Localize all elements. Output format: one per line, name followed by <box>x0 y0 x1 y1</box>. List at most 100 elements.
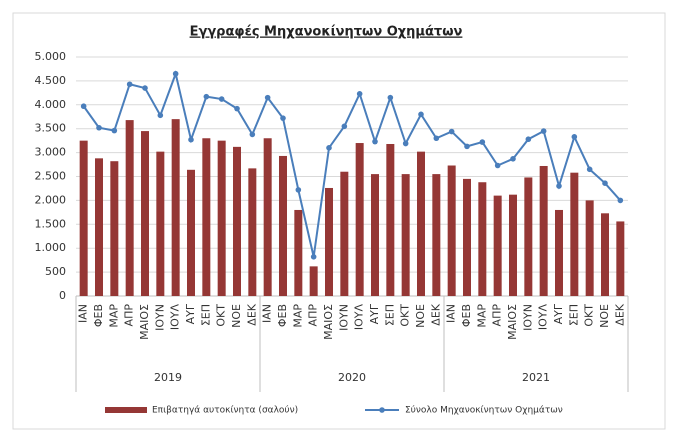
line-marker <box>234 105 240 112</box>
line-marker <box>188 136 194 143</box>
legend-label: Επιβατηγά αυτοκίνητα (σαλούν) <box>152 405 298 416</box>
line-marker <box>402 140 409 147</box>
legend-marker <box>379 407 385 413</box>
x-tick-label: ΔΕΚ <box>429 303 442 325</box>
bar <box>340 171 349 296</box>
line-marker <box>448 128 455 135</box>
y-tick-label: 4.500 <box>35 74 67 87</box>
y-tick-label: 5.000 <box>35 50 67 63</box>
bar <box>325 187 333 296</box>
bar <box>493 195 502 296</box>
x-tick-label: ΜΑΙΟΣ <box>322 304 335 340</box>
bar <box>447 165 456 296</box>
line-marker <box>249 131 256 138</box>
line-marker <box>602 180 608 186</box>
bar <box>141 131 149 296</box>
x-tick-label: ΜΑΡ <box>291 304 304 328</box>
bar <box>386 143 395 296</box>
bar <box>294 209 303 296</box>
x-tick-label: ΣΕΠ <box>199 304 212 326</box>
bar <box>401 174 410 296</box>
bar <box>539 165 548 296</box>
y-tick-label: 3.500 <box>35 122 67 135</box>
line-marker <box>326 145 332 151</box>
x-tick-label: ΦΕΒ <box>276 304 289 327</box>
y-tick-label: 3.000 <box>35 146 67 159</box>
line-marker <box>418 111 424 118</box>
bar <box>125 120 134 296</box>
bar <box>171 119 180 296</box>
x-tick-label: ΟΚΤ <box>399 304 412 327</box>
bar <box>524 177 533 296</box>
line <box>82 70 622 258</box>
x-tick-label: ΙΟΥΛ <box>169 304 182 331</box>
bar <box>202 138 211 296</box>
line-marker <box>157 112 164 119</box>
bar <box>432 174 441 296</box>
line-marker <box>571 134 578 140</box>
bar <box>616 221 625 296</box>
x-tick-label: ΜΑΙΟΣ <box>138 304 151 340</box>
x-tick-label: ΜΑΡ <box>475 304 488 328</box>
line-marker <box>494 162 501 169</box>
y-tick-label: 1.000 <box>35 241 67 254</box>
line-marker <box>525 136 532 143</box>
line-marker <box>356 91 363 97</box>
x-tick-label: ΑΥΓ <box>184 303 197 324</box>
group-label: 2020 <box>338 371 366 384</box>
line-marker <box>617 197 624 204</box>
x-tick-label: ΑΠΡ <box>307 304 320 327</box>
line-marker <box>387 94 394 101</box>
line-marker <box>142 85 148 91</box>
bar <box>248 168 257 296</box>
legend-swatch <box>105 407 147 413</box>
x-tick-label: ΑΥΓ <box>552 303 565 324</box>
x-tick-label: ΜΑΡ <box>107 304 120 328</box>
y-tick-label: 2.000 <box>35 193 67 206</box>
bar <box>463 178 471 296</box>
line-marker <box>295 187 302 193</box>
legend-label: Σύνολο Μηχανοκίνητων Οχημάτων <box>405 405 563 416</box>
x-tick-label: ΙΟΥΛ <box>353 304 366 331</box>
y-tick-label: 0 <box>59 289 66 302</box>
x-tick-label: ΑΠΡ <box>491 304 504 327</box>
bar <box>279 155 287 296</box>
line-marker <box>264 94 271 101</box>
x-tick-label: ΣΕΠ <box>383 304 396 326</box>
x-tick-label: ΟΚΤ <box>583 304 596 327</box>
line-marker <box>310 254 317 260</box>
bar <box>110 161 119 296</box>
bar <box>601 213 609 296</box>
x-tick-label: ΙΟΥΝ <box>337 304 350 331</box>
line-marker <box>510 156 516 162</box>
x-tick-label: ΝΟΕ <box>230 304 243 328</box>
line-marker <box>540 128 547 134</box>
bar <box>79 140 88 296</box>
bar <box>217 140 226 296</box>
line-marker <box>80 103 87 110</box>
x-tick-label: ΙΟΥΝ <box>521 304 534 331</box>
line-marker <box>96 124 102 131</box>
x-tick-label: ΜΑΙΟΣ <box>506 304 519 340</box>
x-tick-label: ΝΟΕ <box>414 304 427 328</box>
y-tick-label: 2.500 <box>35 170 67 183</box>
x-tick-label: ΙΑΝ <box>445 304 458 323</box>
bar <box>570 172 579 296</box>
x-tick-label: ΦΕΒ <box>92 304 105 327</box>
line-marker <box>556 183 562 189</box>
bar <box>355 143 364 296</box>
line-marker <box>341 123 348 130</box>
x-tick-label: ΑΠΡ <box>123 304 136 327</box>
line-marker <box>479 139 486 145</box>
bar <box>156 151 165 296</box>
line-marker <box>372 138 378 145</box>
x-tick-label: ΔΕΚ <box>613 303 626 325</box>
group-label: 2019 <box>154 371 182 384</box>
bar <box>371 174 379 296</box>
line-marker <box>433 135 440 142</box>
bar <box>585 200 594 296</box>
frame <box>12 12 666 430</box>
y-tick-label: 500 <box>45 265 66 278</box>
x-tick-label: ΔΕΚ <box>245 303 258 325</box>
x-tick-label: ΙΑΝ <box>77 304 90 323</box>
